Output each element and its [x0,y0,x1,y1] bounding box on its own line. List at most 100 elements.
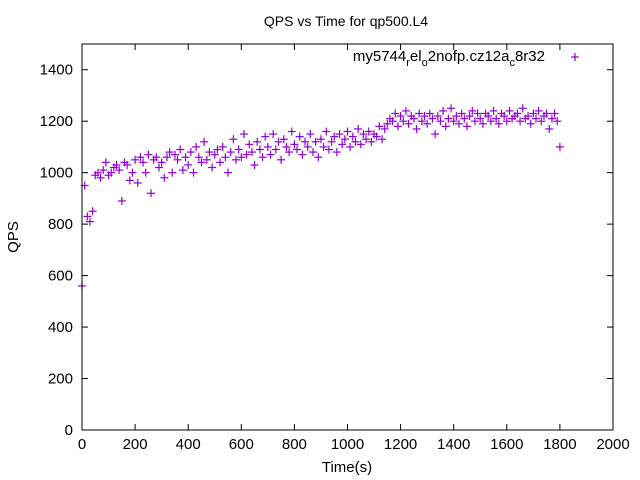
data-point [255,145,264,154]
data-point [473,109,482,118]
data-point [340,135,349,144]
data-point [123,160,132,169]
data-point [239,130,248,139]
data-point [189,168,198,177]
data-point [393,122,402,131]
data-point [534,106,543,115]
data-point [107,168,116,177]
data-point [457,109,466,118]
data-point [234,145,243,154]
data-point [308,148,317,157]
data-point [165,148,174,157]
data-point [290,140,299,149]
data-point [311,137,320,146]
data-point [452,112,461,121]
legend: my5744relo2nofp.cz12ac8r32 [353,48,579,69]
x-tick-label: 200 [123,436,148,453]
data-point [391,109,400,118]
data-point [306,130,315,139]
data-point [431,130,440,139]
x-tick-label: 400 [176,436,201,453]
data-point [324,145,333,154]
data-point [277,155,286,164]
data-point [505,106,514,115]
data-point [409,114,418,123]
data-point [412,124,421,133]
data-point [547,114,556,123]
y-tick-label: 1000 [40,165,73,182]
data-point [263,142,272,151]
data-point [157,158,166,167]
data-point [529,109,538,118]
y-tick-label: 800 [48,216,73,233]
data-point [327,137,336,146]
data-point [362,135,371,144]
data-point [364,127,373,136]
data-point [455,119,464,128]
data-point [186,148,195,157]
data-point [224,168,233,177]
x-tick-label: 600 [229,436,254,453]
data-point [316,135,325,144]
data-point [399,117,408,126]
data-point [192,142,201,151]
data-point [537,117,546,126]
data-point [154,163,163,172]
data-point [197,158,206,167]
data-point [200,137,209,146]
data-point [518,104,527,113]
data-point [553,117,562,126]
data-point [338,140,347,149]
data-point [322,127,331,136]
data-point [351,137,360,146]
data-point [502,117,511,126]
data-point [210,150,219,159]
data-point [139,158,148,167]
data-point [301,137,310,146]
data-point [112,160,121,169]
data-point [237,153,246,162]
data-point [144,150,153,159]
data-point [125,176,134,185]
data-point [245,140,254,149]
x-axis-label: Time(s) [322,459,372,476]
data-point [242,150,251,159]
data-point [258,153,267,162]
data-point [250,160,259,169]
data-point [478,119,487,128]
data-points [78,104,564,290]
legend-marker-plus-icon [571,53,579,61]
x-tick-label: 1600 [490,436,523,453]
data-point [460,114,469,123]
data-point [253,137,262,146]
data-point [221,153,230,162]
data-point [462,122,471,131]
y-tick-label: 200 [48,371,73,388]
y-tick-label: 0 [65,422,73,439]
data-point [404,119,413,128]
data-point [173,155,182,164]
data-point [542,109,551,118]
data-point [226,148,235,157]
data-point [524,112,533,121]
data-point [484,112,493,121]
data-point [261,132,270,141]
data-point [383,119,392,128]
data-point [465,112,474,121]
data-point [99,166,108,175]
y-tick-label: 400 [48,319,73,336]
y-tick-label: 600 [48,268,73,285]
data-point [117,196,126,205]
data-point [96,173,105,182]
data-point [128,168,137,177]
data-point [494,119,503,128]
data-point [202,155,211,164]
data-point [436,117,445,126]
data-point [319,142,328,151]
data-point [205,148,214,157]
data-point [168,168,177,177]
x-tick-label: 2000 [596,436,629,453]
data-point [486,117,495,126]
data-point [415,109,424,118]
